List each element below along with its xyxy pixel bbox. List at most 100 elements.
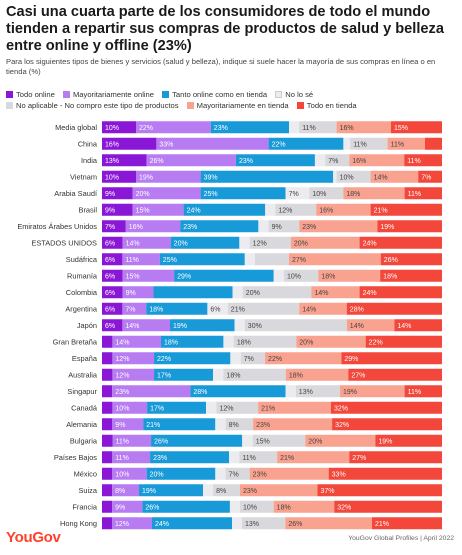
category-label: Canadá xyxy=(71,403,98,412)
data-label: 27% xyxy=(352,455,366,462)
category-label: Emiratos Árabes Unidos xyxy=(17,222,97,231)
data-label: 39% xyxy=(204,174,218,181)
bar-segment xyxy=(207,302,228,315)
bar-segment xyxy=(265,352,342,365)
data-label: 9% xyxy=(105,191,115,198)
data-label: 6% xyxy=(105,323,115,330)
data-label: 10% xyxy=(115,471,129,478)
data-label: 18% xyxy=(321,273,335,280)
data-label: 6% xyxy=(105,257,115,264)
legend-item-mayoritariamente-en-tienda: Mayoritariamente en tienda xyxy=(186,100,289,111)
category-label: Alemania xyxy=(66,420,98,429)
data-label: 25% xyxy=(163,257,177,264)
category-label: Arabia Saudí xyxy=(54,189,98,198)
legend-swatch xyxy=(162,91,170,98)
data-label: 19% xyxy=(343,389,357,396)
data-label: 22% xyxy=(369,339,383,346)
bar-segment xyxy=(132,187,201,200)
category-label: Sudáfrica xyxy=(66,255,98,264)
data-label: 21% xyxy=(231,306,245,313)
data-label: 23% xyxy=(239,158,253,165)
bar-segment xyxy=(102,484,113,497)
bar-segment xyxy=(330,401,442,414)
bar-segment xyxy=(136,170,201,183)
data-label: 15% xyxy=(256,438,270,445)
data-label: 27% xyxy=(292,257,306,264)
bar-segment xyxy=(285,517,372,530)
data-label: 22% xyxy=(139,125,153,132)
data-label: 8% xyxy=(229,422,239,429)
bar-segment xyxy=(102,220,126,233)
category-label: España xyxy=(72,354,98,363)
data-label: 19% xyxy=(139,174,153,181)
data-label: 6% xyxy=(105,306,115,313)
bar-segment xyxy=(275,203,317,216)
data-label: 13% xyxy=(245,521,259,528)
data-label: 29% xyxy=(344,356,358,363)
bar-segment xyxy=(233,335,297,348)
bar-segment xyxy=(151,434,243,447)
bar-segment xyxy=(387,137,425,150)
bar-segment xyxy=(391,121,442,134)
bar-segment xyxy=(232,517,242,530)
bar-segment xyxy=(284,269,319,282)
bar-segment xyxy=(102,319,123,332)
legend-swatch xyxy=(62,91,70,98)
bar-segment xyxy=(102,401,113,414)
bar-segment xyxy=(112,335,161,348)
data-label: 14% xyxy=(302,306,316,313)
bar-segment xyxy=(215,467,226,480)
bar-segment xyxy=(299,121,337,134)
bar-segment xyxy=(244,319,347,332)
data-label: 23% xyxy=(256,422,270,429)
bar-segment xyxy=(285,385,296,398)
category-label: Francia xyxy=(72,502,98,511)
bar-segment xyxy=(249,236,291,249)
data-label: 22% xyxy=(272,141,286,148)
legend-item-no-aplicable: No aplicable - No compro este tipo de pr… xyxy=(6,100,179,111)
category-label: Rumanía xyxy=(67,271,98,280)
bar-segment xyxy=(142,500,230,513)
bar-segment xyxy=(190,385,286,398)
bar-segment xyxy=(206,401,217,414)
bar-segment xyxy=(223,335,234,348)
bar-segment xyxy=(277,451,350,464)
data-label: 14% xyxy=(115,339,129,346)
data-label: 9% xyxy=(115,504,125,511)
bar-segment xyxy=(230,352,241,365)
bar-segment xyxy=(154,368,214,381)
data-label: 23% xyxy=(243,488,257,495)
bar-segment xyxy=(153,286,233,299)
data-label: 7% xyxy=(105,224,115,231)
data-label: 7% xyxy=(328,158,338,165)
data-label: 11% xyxy=(408,191,422,198)
bar-segment xyxy=(102,253,123,266)
legend-item-mayoritariamente-online: Mayoritariamente online xyxy=(62,89,154,100)
bar-segment xyxy=(404,154,442,167)
data-label: 26% xyxy=(150,158,164,165)
data-label: 29% xyxy=(177,273,191,280)
bar-segment xyxy=(252,434,306,447)
data-label: 26% xyxy=(145,504,159,511)
bar-segment xyxy=(170,319,235,332)
bar-segment xyxy=(112,352,155,365)
category-label: Brasil xyxy=(79,205,98,214)
data-label: 16% xyxy=(352,158,366,165)
bar-segment xyxy=(102,154,147,167)
data-label: 11% xyxy=(242,455,256,462)
data-label: 23% xyxy=(115,389,129,396)
legend: Todo online Mayoritariamente online Tant… xyxy=(6,89,456,111)
bar-segment xyxy=(215,418,226,431)
data-label: 19% xyxy=(378,438,392,445)
bar-segment xyxy=(102,335,113,348)
bar-segment xyxy=(309,187,344,200)
data-label: 12% xyxy=(253,240,267,247)
legend-swatch xyxy=(6,91,13,98)
data-label: 16% xyxy=(340,125,354,132)
bar-segment xyxy=(213,484,241,497)
data-label: 30% xyxy=(248,323,262,330)
bar-segment xyxy=(112,451,151,464)
data-label: 11% xyxy=(125,257,138,264)
bar-segment xyxy=(102,170,136,183)
data-label: 18% xyxy=(226,372,240,379)
